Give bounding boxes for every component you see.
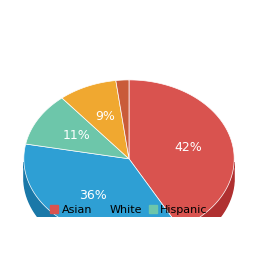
Legend: Asian, White, Hispanic: Asian, White, Hispanic — [46, 201, 212, 219]
Polygon shape — [62, 81, 129, 159]
Text: 11%: 11% — [63, 129, 90, 142]
Text: 42%: 42% — [174, 141, 202, 154]
Polygon shape — [180, 162, 234, 247]
Text: 36%: 36% — [79, 189, 107, 202]
Polygon shape — [24, 162, 180, 257]
Polygon shape — [26, 98, 129, 159]
Text: 9%: 9% — [95, 110, 115, 123]
Ellipse shape — [24, 99, 234, 257]
Polygon shape — [24, 144, 180, 238]
Polygon shape — [116, 80, 129, 159]
Polygon shape — [129, 80, 234, 228]
